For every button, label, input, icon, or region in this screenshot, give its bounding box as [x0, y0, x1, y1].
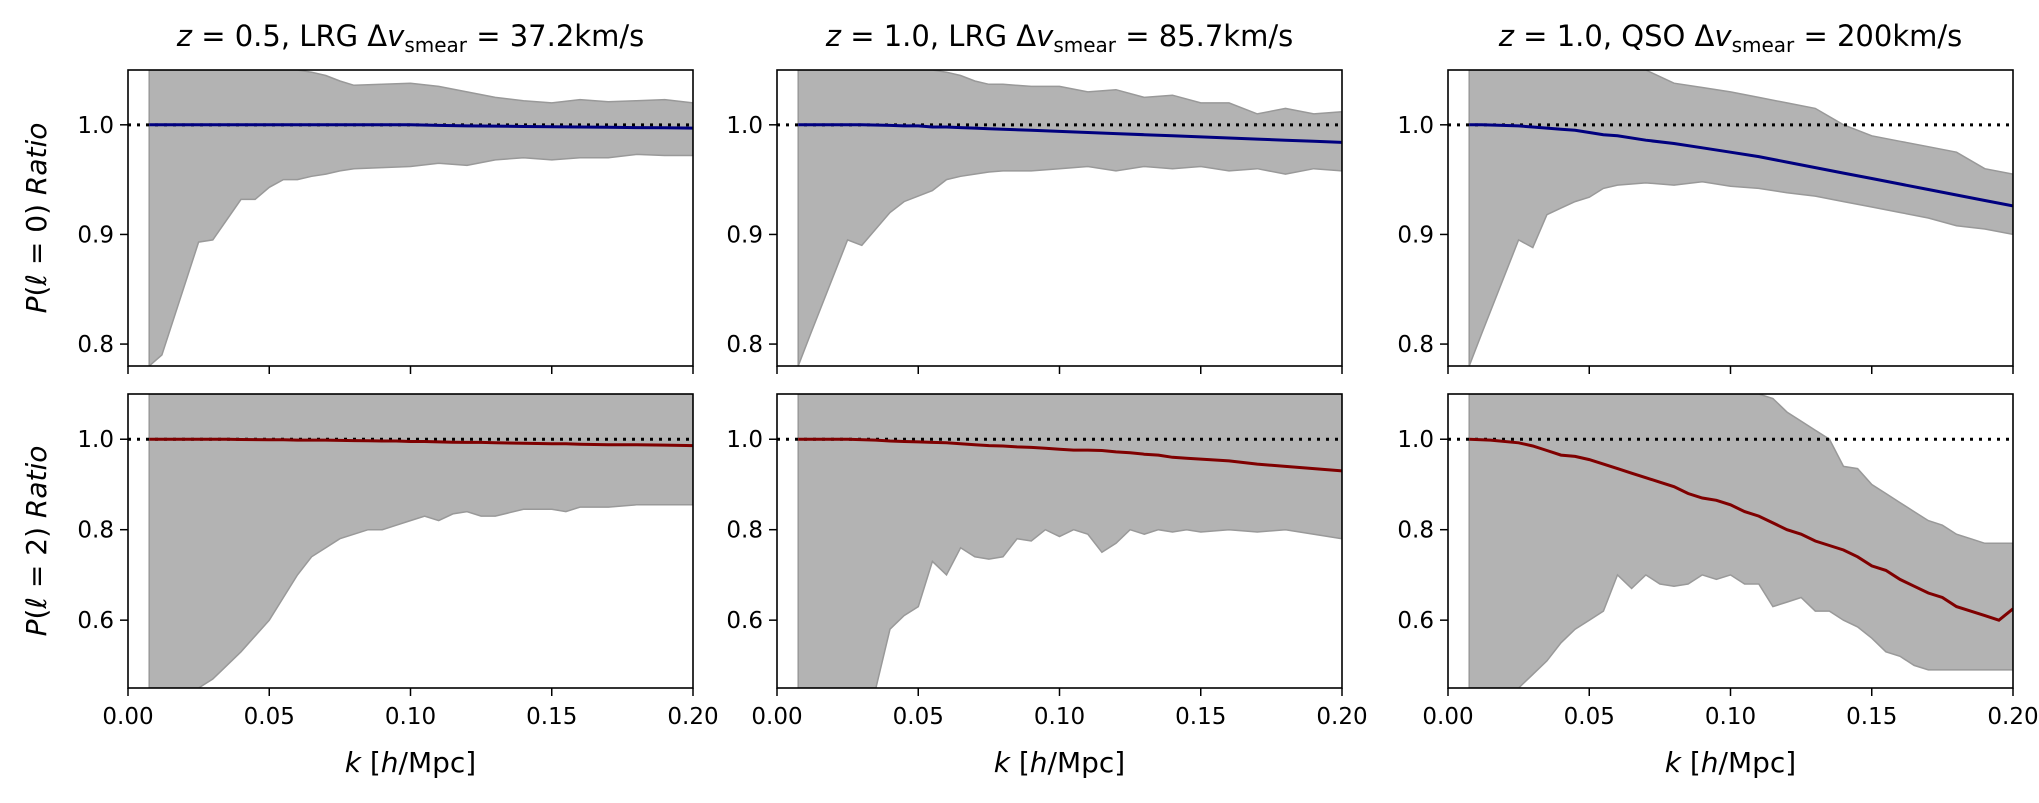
panel-r1-c1: 0.00 0.05 0.10 0.15 0.20 0.6 0.8 1.0	[726, 393, 1368, 730]
y-tick-label-r1-c0-2: 1.0	[77, 427, 114, 453]
y-tick-label-r0-c1-2: 1.0	[726, 113, 763, 139]
x-tick-label-c0-4: 0.20	[667, 704, 718, 730]
x-axis-label-c2: k [h/Mpc]	[1665, 746, 1796, 779]
x-tick-label-c1-4: 0.20	[1316, 704, 1367, 730]
x-axis-label-c0: k [h/Mpc]	[345, 746, 476, 779]
error-band-r1-c1	[797, 394, 1342, 688]
y-tick-label-r0-c0-2: 1.0	[77, 113, 114, 139]
y-tick-label-r1-c1-0: 0.6	[726, 608, 763, 634]
panel-title-col-1: z = 1.0, LRG Δvsmear = 85.7km/s	[825, 19, 1293, 57]
panel-title-col-0: z = 0.5, LRG Δvsmear = 37.2km/s	[176, 19, 644, 57]
ratio-line-r0-c0	[149, 123, 693, 130]
x-tick-label-c1-1: 0.05	[893, 704, 944, 730]
y-axis-label-r0: P(ℓ = 0) Ratio	[20, 123, 53, 314]
error-band-r1-c0	[148, 394, 693, 688]
panels-layer: 0.80.91.00.00 0.05 0.10 0.15 0.200.60.81.00.…	[77, 69, 2039, 730]
panel-r1-c2: 0.00 0.05 0.10 0.15 0.20 0.6 0.8 1.0	[1397, 393, 2039, 730]
y-tick-label-r1-c1-1: 0.8	[726, 518, 763, 544]
ratio-line-r1-c1	[798, 437, 1342, 473]
error-band-r1-c2	[1468, 394, 2013, 688]
ratio-line-r0-c1	[798, 123, 1342, 144]
panel-title-col-2: z = 1.0, QSO Δvsmear = 200km/s	[1498, 19, 1963, 57]
y-tick-label-r0-c2-0: 0.8	[1397, 332, 1434, 358]
labels-layer: z = 0.5, LRG Δvsmear = 37.2km/s k [h/Mpc]…	[20, 19, 1962, 779]
panel-r1-c0: 0.00 0.05 0.10 0.15 0.20 0.6 0.8 1.0	[77, 393, 719, 730]
y-tick-label-r1-c2-1: 0.8	[1397, 518, 1434, 544]
y-tick-label-r0-c0-0: 0.8	[77, 332, 114, 358]
x-tick-label-c2-0: 0.00	[1422, 704, 1473, 730]
y-tick-label-r0-c2-2: 1.0	[1397, 113, 1434, 139]
x-tick-label-c0-3: 0.15	[526, 704, 577, 730]
ratio-line-r1-c0	[149, 437, 693, 448]
x-tick-label-c0-2: 0.10	[385, 704, 436, 730]
x-tick-label-c2-1: 0.05	[1564, 704, 1615, 730]
error-band-r0-c0	[148, 70, 693, 366]
y-tick-label-r0-c0-1: 0.9	[77, 222, 114, 248]
error-band-r0-c2	[1468, 70, 2013, 366]
x-axis-label-c1: k [h/Mpc]	[994, 746, 1125, 779]
y-tick-label-r1-c0-1: 0.8	[77, 518, 114, 544]
panel-r0-c0: 0.8 0.9 1.0	[77, 69, 694, 374]
y-tick-label-r0-c1-0: 0.8	[726, 332, 763, 358]
x-tick-label-c1-0: 0.00	[751, 704, 802, 730]
panel-r0-c2: 0.8 0.9 1.0	[1397, 69, 2014, 374]
y-tick-label-r0-c2-1: 0.9	[1397, 222, 1434, 248]
x-tick-label-c0-1: 0.05	[244, 704, 295, 730]
x-tick-label-c1-2: 0.10	[1034, 704, 1085, 730]
ratio-line-r1-c2	[1469, 437, 2013, 622]
y-tick-label-r0-c1-1: 0.9	[726, 222, 763, 248]
x-tick-label-c0-0: 0.00	[102, 704, 153, 730]
y-axis-label-r1: P(ℓ = 2) Ratio	[20, 446, 53, 637]
x-tick-label-c1-3: 0.15	[1175, 704, 1226, 730]
error-band-r0-c1	[797, 70, 1342, 366]
x-tick-label-c2-2: 0.10	[1705, 704, 1756, 730]
x-tick-label-c2-3: 0.15	[1846, 704, 1897, 730]
x-tick-label-c2-4: 0.20	[1987, 704, 2038, 730]
panel-r0-c1: 0.8 0.9 1.0	[726, 69, 1343, 374]
y-tick-label-r1-c2-2: 1.0	[1397, 427, 1434, 453]
y-tick-label-r1-c2-0: 0.6	[1397, 608, 1434, 634]
y-tick-label-r1-c0-0: 0.6	[77, 608, 114, 634]
y-tick-label-r1-c1-2: 1.0	[726, 427, 763, 453]
ratio-line-r0-c2	[1469, 123, 2013, 208]
